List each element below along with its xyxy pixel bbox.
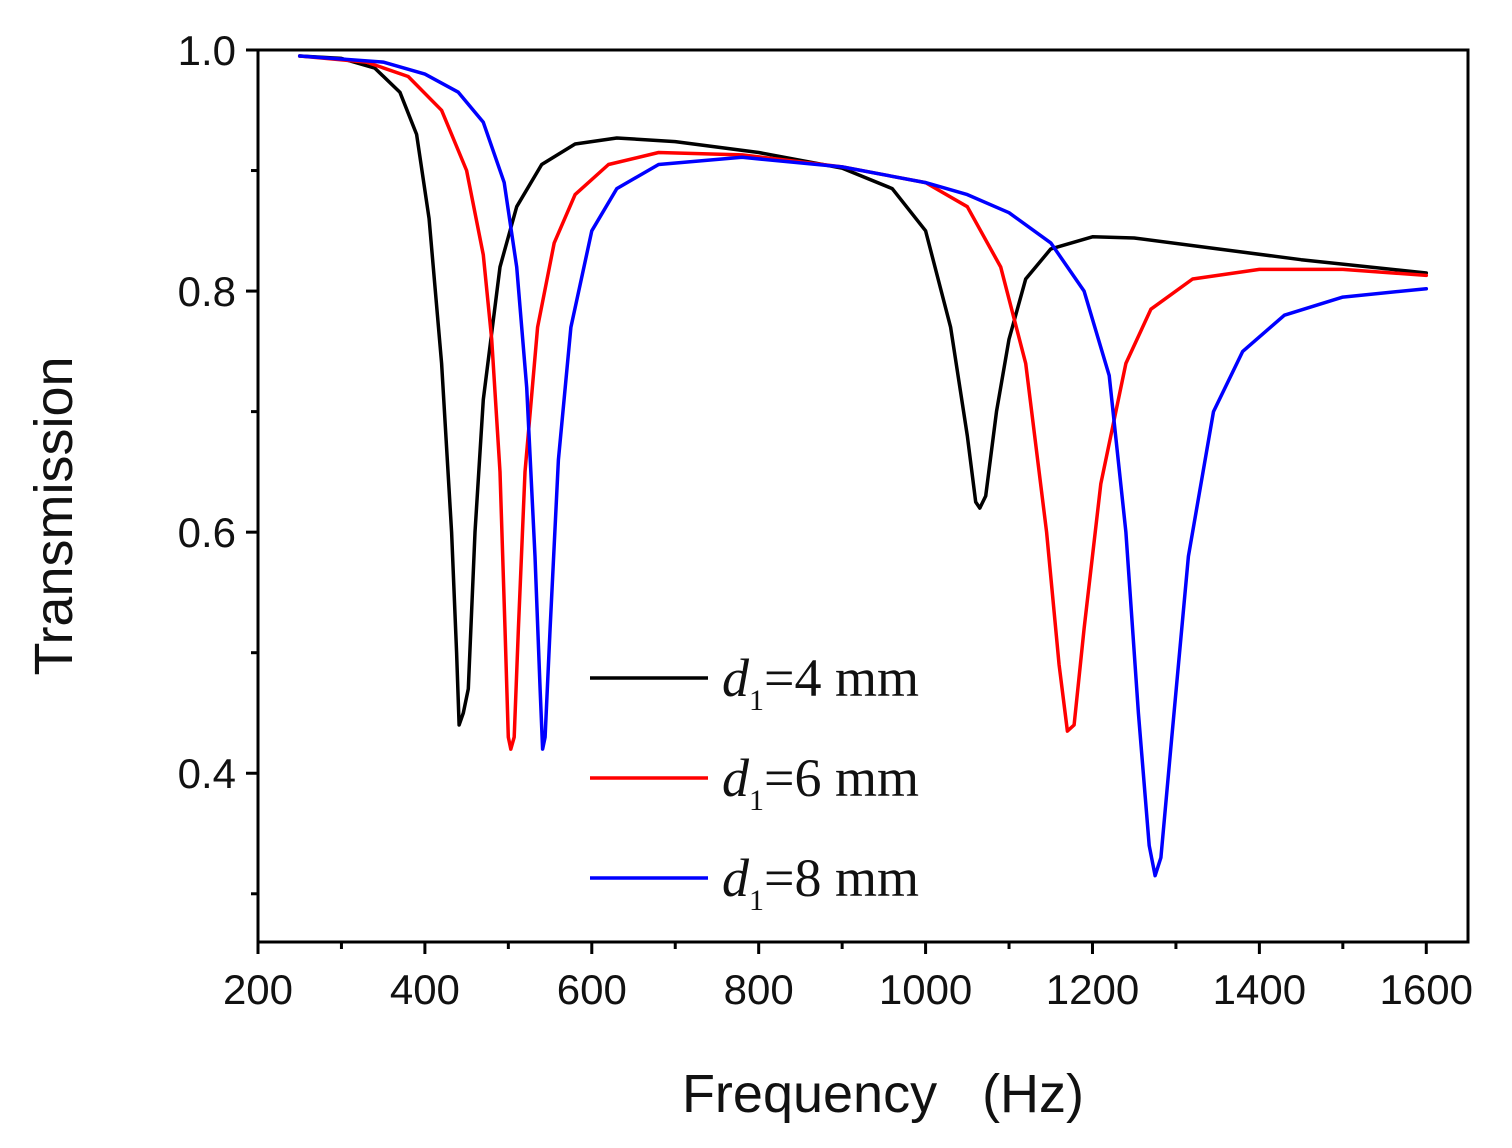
y-tick-label: 1.0: [178, 27, 236, 74]
y-axis: 0.4 0.6 0.8 1.0: [178, 27, 258, 896]
series-line-1: [297, 54, 1429, 727]
x-tick-label: 600: [557, 966, 627, 1013]
plot-area: [297, 54, 1429, 878]
x-axis-title: Frequency (Hz): [682, 1064, 1084, 1124]
plot-frame: [256, 48, 1470, 944]
legend: d1=4 mm d1=6 mm d1=8 mm: [590, 648, 919, 917]
y-tick-label: 0.6: [178, 509, 236, 556]
legend-label-3: d1=8 mm: [722, 848, 919, 917]
y-tick-label: 0.8: [178, 268, 236, 315]
y-tick-label: 0.4: [178, 750, 236, 797]
x-axis: 200 400 600 800 1000 1200 1400 1600: [223, 942, 1473, 1013]
series-line-3: [297, 54, 1429, 878]
series-line-2: [297, 54, 1429, 751]
y-axis-title: Transmission: [24, 356, 84, 675]
x-tick-label: 1200: [1046, 966, 1139, 1013]
legend-label-2: d1=6 mm: [722, 748, 919, 817]
legend-label-1: d1=4 mm: [722, 648, 919, 717]
x-tick-label: 1000: [879, 966, 972, 1013]
x-tick-label: 800: [724, 966, 794, 1013]
x-tick-label: 400: [390, 966, 460, 1013]
x-tick-label: 1400: [1213, 966, 1306, 1013]
x-tick-label: 1600: [1380, 966, 1473, 1013]
x-tick-label: 200: [223, 966, 293, 1013]
